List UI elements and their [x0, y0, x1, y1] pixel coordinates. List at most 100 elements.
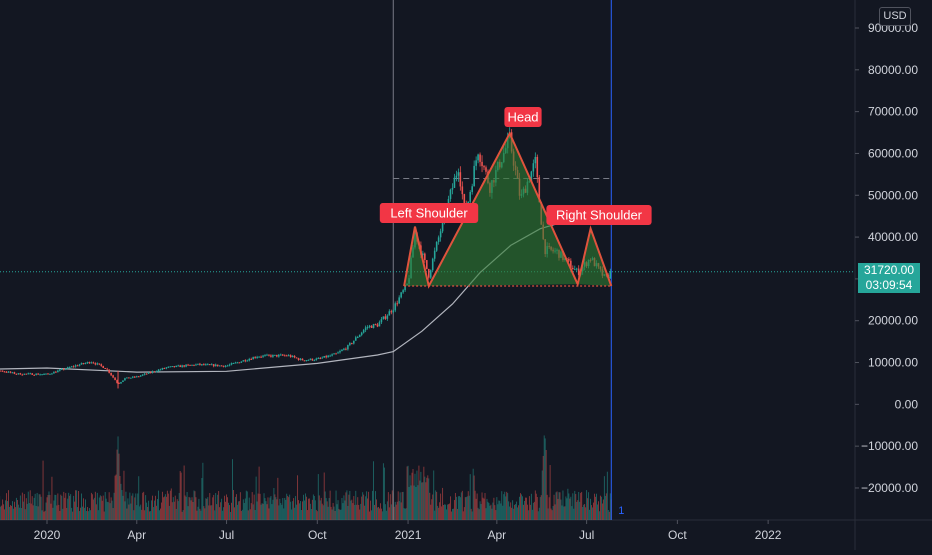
volume-bar [603, 500, 604, 520]
candle-body [229, 365, 231, 366]
volume-bar [269, 508, 270, 520]
volume-bar [565, 496, 566, 520]
volume-bar [373, 461, 374, 520]
candle-body [87, 362, 89, 363]
volume-bar [502, 506, 503, 520]
candle-body [134, 377, 136, 378]
candle-body [162, 368, 164, 369]
volume-bar [134, 497, 135, 520]
volume-bar [151, 500, 152, 520]
volume-bar [287, 496, 288, 520]
candle-body [10, 372, 12, 373]
volume-bar [472, 511, 473, 520]
volume-bar [300, 501, 301, 520]
candle-body [211, 364, 213, 365]
volume-bar [20, 496, 21, 520]
y-tick-label: 40000.00 [868, 230, 918, 244]
volume-bar [453, 509, 454, 520]
candle-body [473, 166, 475, 186]
candle-body [296, 357, 298, 358]
volume-bar [140, 505, 141, 520]
volume-bar [295, 496, 296, 520]
volume-bar [353, 496, 354, 520]
candle-body [31, 373, 33, 375]
volume-bar [68, 493, 69, 520]
volume-bar [141, 510, 142, 520]
volume-bar [14, 502, 15, 520]
volume-bar [91, 493, 92, 520]
volume-bar [570, 497, 571, 520]
volume-bar [571, 506, 572, 520]
volume-bar [308, 499, 309, 520]
candle-body [65, 369, 67, 370]
volume-bar [483, 498, 484, 520]
volume-bar [340, 510, 341, 520]
volume-bar [450, 496, 451, 520]
candle-body [187, 365, 189, 366]
volume-bar [562, 490, 563, 520]
volume-bar [17, 500, 18, 520]
volume-bar [469, 496, 470, 520]
candle-body [535, 157, 537, 163]
volume-bar [220, 502, 221, 520]
candle-body [179, 365, 181, 367]
x-tick-label: 2020 [34, 528, 61, 542]
volume-bar [102, 501, 103, 520]
volume-bar [261, 505, 262, 520]
volume-bar [79, 511, 80, 520]
volume-bar [361, 497, 362, 520]
candle-body [452, 188, 454, 190]
candle-body [79, 365, 81, 366]
candle-body [477, 154, 479, 160]
volume-bar [71, 508, 72, 520]
volume-bar [233, 490, 234, 520]
volume-bar [492, 503, 493, 520]
volume-bar [602, 504, 603, 520]
volume-bar [186, 497, 187, 520]
candle-body [173, 366, 175, 367]
volume-bar [299, 503, 300, 520]
candle-body [436, 242, 438, 251]
volume-bar [37, 493, 38, 520]
volume-bar [514, 505, 515, 520]
candle-body [377, 325, 379, 327]
volume-bar [449, 504, 450, 520]
volume-bar [495, 510, 496, 520]
volume-bar [277, 478, 278, 520]
volume-bar [197, 507, 198, 520]
volume-bar [262, 503, 263, 520]
candle-body [2, 371, 4, 372]
volume-bar [263, 504, 264, 520]
x-tick-label: Apr [488, 528, 507, 542]
volume-bar [164, 497, 165, 520]
candle-body [536, 157, 538, 177]
volume-bar [431, 499, 432, 520]
volume-bar [590, 499, 591, 520]
candle-body [122, 380, 124, 382]
currency-badge[interactable]: USD [879, 7, 911, 26]
volume-bar [257, 501, 258, 520]
volume-bar [429, 493, 430, 520]
candle-body [266, 355, 268, 356]
candle-body [75, 365, 77, 366]
volume-bar [165, 494, 166, 520]
volume-bar [119, 454, 120, 520]
volume-bar [104, 512, 105, 520]
candle-body [71, 366, 73, 367]
volume-bar [39, 494, 40, 520]
candle-body [55, 372, 57, 373]
volume-bar [428, 478, 429, 520]
volume-bar [179, 493, 180, 520]
volume-bar [22, 493, 23, 520]
volume-bar [27, 504, 28, 520]
volume-bar [367, 498, 368, 520]
volume-bar [105, 492, 106, 520]
candle-body [140, 376, 142, 377]
volume-bar [436, 492, 437, 520]
volume-bar [224, 496, 225, 520]
volume-bar [592, 507, 593, 520]
volume-bar [465, 497, 466, 520]
candle-body [389, 311, 391, 315]
